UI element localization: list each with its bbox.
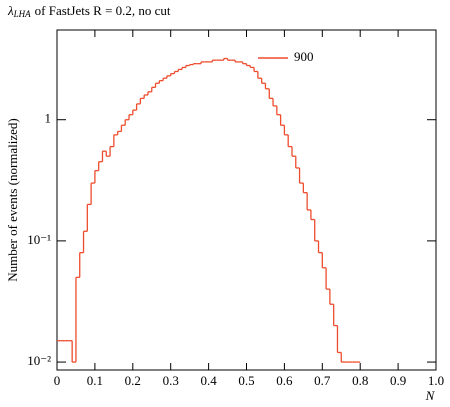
x-tick-label: 0.1	[87, 373, 103, 388]
x-tick-label: 1.0	[428, 373, 444, 388]
y-tick-label: 10⁻¹	[27, 232, 51, 247]
plot-frame	[56, 29, 437, 371]
x-tick-label: 0.8	[352, 373, 368, 388]
legend-label: 900	[294, 49, 314, 64]
x-tick-label: 0.3	[163, 373, 179, 388]
x-tick-label: 0.9	[390, 373, 406, 388]
y-tick-label: 10⁻²	[27, 353, 51, 368]
x-axis-label: N	[425, 388, 436, 403]
x-tick-label: 0.6	[276, 373, 293, 388]
x-tick-label: 0.5	[238, 373, 254, 388]
title-symbol: λ	[7, 3, 14, 18]
chart-title: λLHA of FastJets R = 0.2, no cut	[7, 3, 171, 19]
x-tick-label: 0.7	[314, 373, 331, 388]
x-tick-label: 0	[54, 373, 61, 388]
x-tick-label: 0.2	[125, 373, 141, 388]
title-text: of FastJets R = 0.2, no cut	[35, 3, 171, 18]
x-tick-label: 0.4	[200, 373, 217, 388]
y-tick-label: 1	[45, 111, 52, 126]
title-subscript: LHA	[13, 9, 32, 19]
y-axis-label: Number of events (normalized)	[5, 118, 20, 282]
